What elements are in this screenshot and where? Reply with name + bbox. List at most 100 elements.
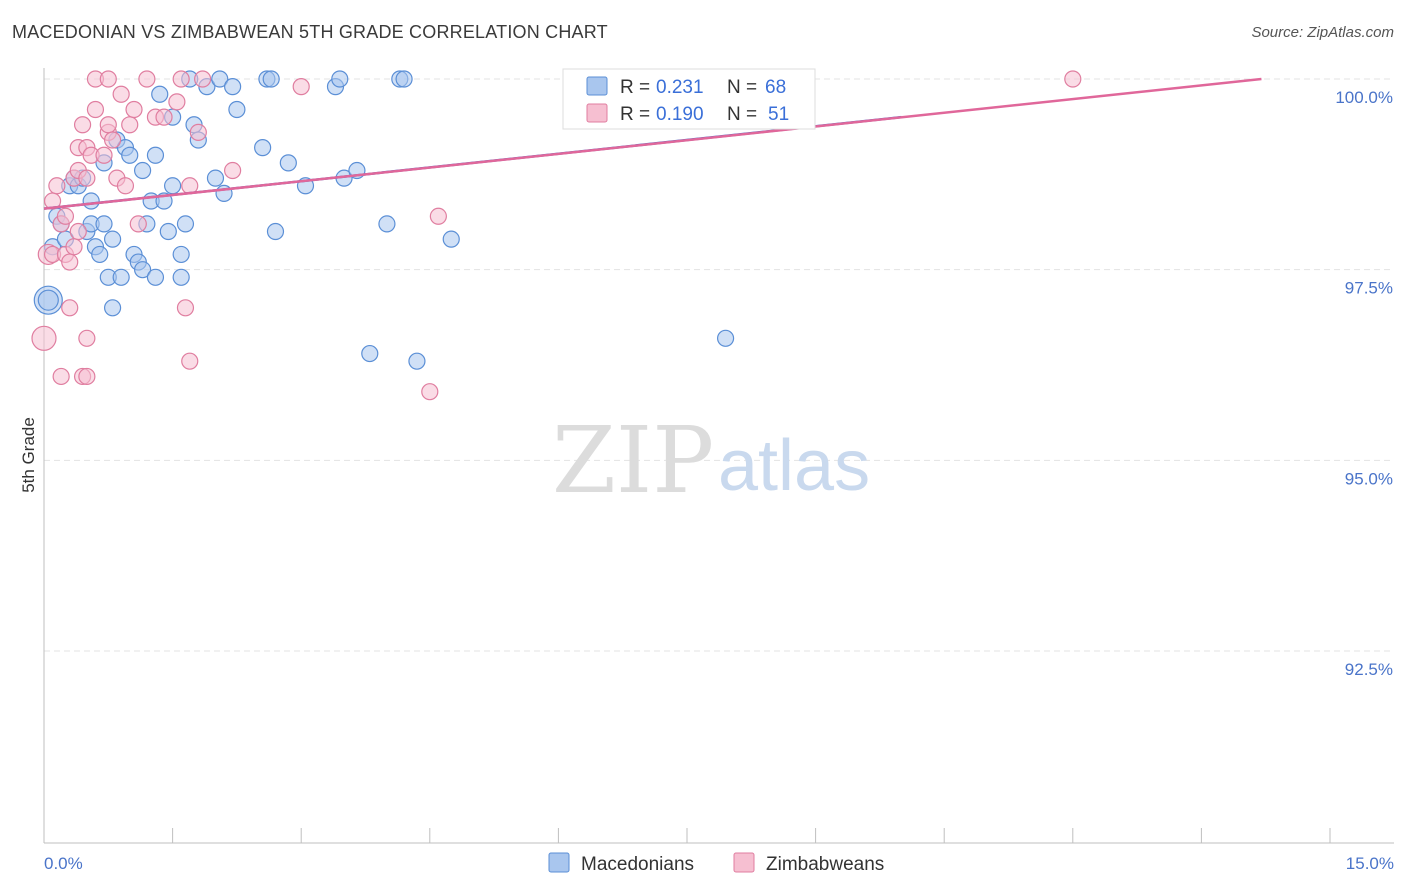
macedonian-point [228,100,246,119]
macedonian-point [361,344,379,363]
zimbabwean-point [48,177,66,195]
chart-title: MACEDONIAN VS ZIMBABWEAN 5TH GRADE CORRE… [12,22,608,42]
macedonian-point [262,70,280,88]
macedonian-point [331,70,349,88]
zimbabwean-point [86,100,105,119]
macedonian-point [82,192,100,210]
zimbabwean-point [155,108,173,126]
zimbabwean-point [52,367,70,386]
macedonian-point [95,215,113,233]
legend-r-value-1: 0.231 [656,77,704,98]
macedonian-point [37,289,59,311]
zimbabwean-point [95,146,113,164]
zimbabwean-point [138,70,156,88]
series-swatch-zimbabweans [733,852,755,873]
series-legend: Macedonians Zimbabweans [548,852,884,875]
y-tick-label: 95.0% [1345,469,1393,488]
zimbabwean-point [78,329,96,347]
legend-r-label-1: R = [620,77,650,98]
zimbabwean-point [172,70,190,88]
macedonian-point [172,245,190,264]
zimbabwean-point [194,70,212,88]
macedonian-point [151,85,169,103]
macedonian-point [159,222,177,241]
macedonian-point [224,78,242,96]
zimbabwean-point [116,177,135,195]
macedonian-point [164,177,182,195]
zimbabwean-point [421,383,439,401]
y-axis-label: 5th Grade [19,417,38,493]
macedonian-point [103,299,122,317]
series-swatch-macedonians [548,852,570,873]
watermark-zip: ZIP [552,407,714,514]
macedonian-point [442,230,460,248]
zimbabwean-point [189,123,207,141]
zimbabwean-point [121,116,139,134]
legend-r-label-2: R = [620,104,650,125]
trend-lines [43,77,1262,210]
y-tick-label: 100.0% [1335,88,1393,107]
zimbabwean-point [1064,70,1082,88]
y-tick-label: 97.5% [1345,279,1393,298]
zimbabwean-point [112,85,130,103]
macedonian-point [254,139,272,157]
legend-n-value-2: 51 [768,104,789,125]
correlation-legend: R = 0.231 N = 68 R = 0.190 N = 51 [562,68,816,130]
macedonian-point [172,268,190,286]
macedonian-point [133,161,152,180]
macedonian-point [121,146,139,164]
source-credit: Source: ZipAtlas.com [1251,24,1394,41]
zimbabwean-point [56,207,75,225]
zimbabwean-point [129,215,147,233]
zimbabwean-point [65,238,83,256]
zimbabwean-point [61,299,79,317]
macedonian-point [176,215,195,233]
y-tick-label: 92.5% [1345,660,1393,679]
macedonian-point [146,268,165,286]
axes [43,68,1394,844]
watermark-atlas: atlas [718,426,870,506]
macedonian-point [103,230,122,248]
y-tick-labels: 92.5% 95.0% 97.5% 100.0% [1335,88,1393,679]
macedonian-point [266,222,285,241]
legend-swatch-pink [586,103,608,123]
zimbabweans-trend-line [43,77,1262,210]
zimbabwean-point [61,253,79,271]
macedonian-point [112,268,130,286]
legend-n-value-1: 68 [765,77,786,98]
legend-n-label-1: N = [727,77,757,98]
series-label-macedonians: Macedonians [581,854,694,875]
zimbabwean-point [69,222,87,241]
zimbabwean-point [224,161,242,180]
macedonian-point [211,70,229,88]
zimbabwean-point [292,78,310,96]
x-ticks [43,828,1331,843]
zimbabwean-point [176,299,195,317]
zimbabwean-point [168,93,186,111]
macedonian-point [395,70,413,88]
zimbabwean-point [99,70,117,88]
x-tick-label-min: 0.0% [44,854,83,873]
zimbabwean-point [429,207,447,225]
legend-swatch-blue [586,76,608,96]
watermark: ZIP atlas [552,407,870,514]
macedonian-point [146,146,165,164]
zimbabwean-point [125,100,143,119]
zimbabwean-point [99,116,117,134]
gridlines [44,78,1394,652]
zimbabweans-points [31,70,1082,401]
legend-n-label-2: N = [727,104,757,125]
macedonian-point [378,215,396,233]
macedonian-point [716,329,735,347]
series-label-zimbabweans: Zimbabweans [766,854,884,875]
zimbabwean-point [181,352,199,370]
macedonian-point [408,352,426,370]
zimbabwean-point [78,169,96,187]
zimbabwean-point [31,325,57,351]
legend-r-value-2: 0.190 [656,104,704,125]
macedonian-point [279,154,297,172]
zimbabwean-point [103,131,122,149]
macedonian-point [133,261,152,279]
zimbabwean-point [78,367,96,386]
